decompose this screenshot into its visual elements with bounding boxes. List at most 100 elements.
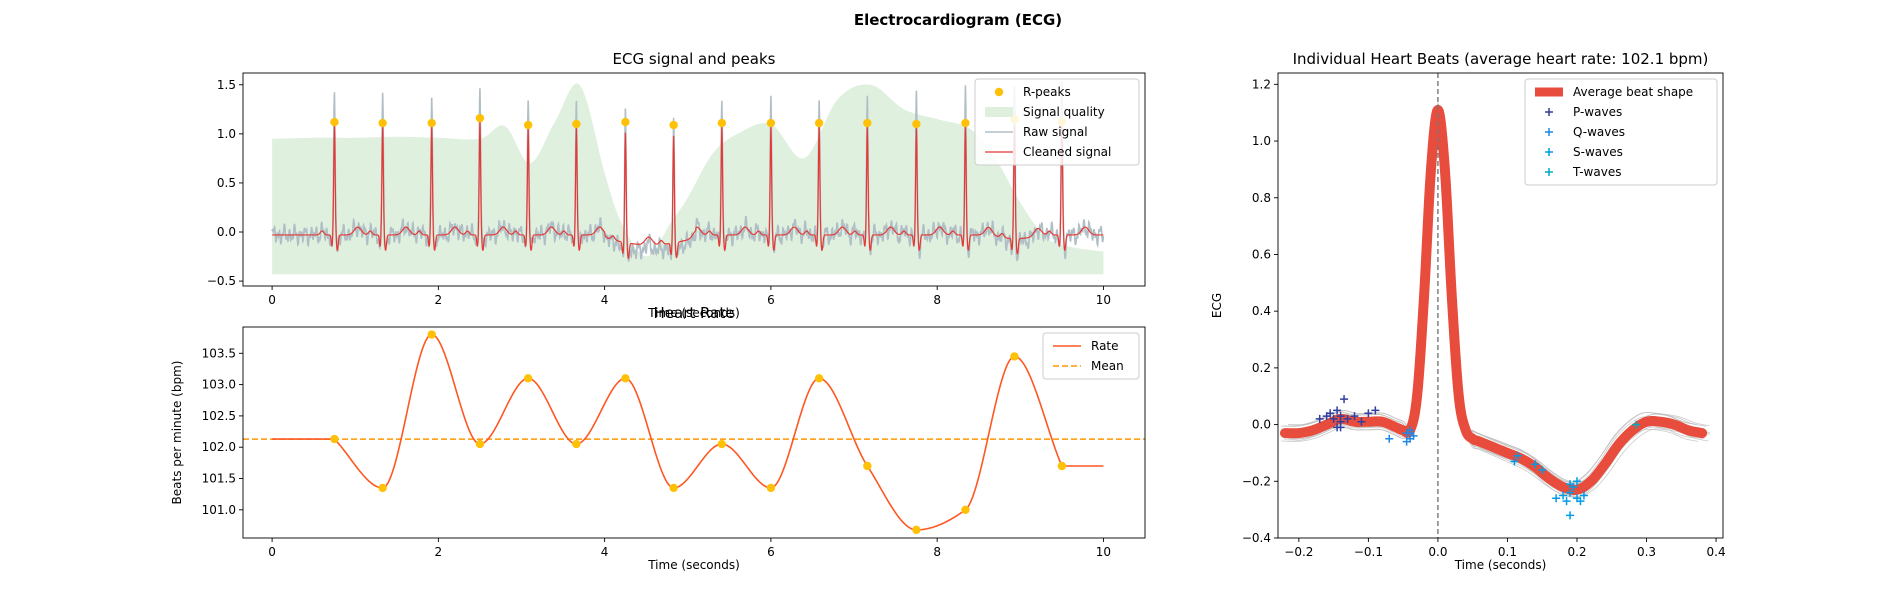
x-tick-label: −0.2 [1284, 545, 1313, 559]
cleaned-signal-line [272, 121, 1104, 259]
panel-heart-rate: 0 2 4 6 8 10 101.0 101.5 102.0 102.5 103.0 103.5 Hea… [170, 304, 1146, 572]
legend-box [1524, 78, 1718, 186]
x-axis-label: Time (seconds) [1454, 558, 1547, 572]
x-tick-label: 8 [933, 545, 941, 559]
y-tick-label: 0.5 [217, 176, 236, 190]
p-wave-marker [1326, 409, 1335, 418]
r-peak-point [669, 120, 678, 130]
p-wave-marker [1336, 412, 1345, 421]
q-wave-marker [1402, 437, 1411, 446]
y-tick-label: 0.4 [1252, 304, 1271, 318]
x-tick-label: 4 [601, 545, 609, 559]
legend-label: Mean [1091, 359, 1124, 373]
rate-point [814, 374, 824, 383]
r-peak-point [766, 118, 776, 128]
x-tick-label: 6 [767, 293, 775, 307]
legend-label: S-waves [1573, 145, 1623, 159]
y-tick-label: 1.0 [217, 127, 236, 141]
x-tick-label: 0.4 [1707, 545, 1726, 559]
r-peak-point [717, 118, 727, 128]
p-wave-marker [1371, 406, 1380, 415]
rate-point [717, 439, 727, 449]
r-peak-point [863, 118, 872, 128]
r-peak-point [378, 118, 387, 128]
legend-label: P-waves [1573, 105, 1622, 119]
panel-title: ECG signal and peaks [613, 50, 776, 68]
r-peak-point [572, 119, 581, 129]
s-wave-marker [1576, 497, 1585, 506]
x-tick-label: 0 [268, 293, 276, 307]
rate-point [378, 483, 387, 493]
legend-swatch-peaks [994, 87, 1004, 97]
q-wave-marker [1385, 434, 1394, 443]
rate-point [1057, 461, 1067, 471]
legend-label: Cleaned signal [1023, 145, 1111, 159]
s-wave-marker [1566, 480, 1575, 489]
rate-point [523, 374, 533, 383]
p-wave-marker [1329, 414, 1338, 423]
y-tick-label: −0.5 [207, 274, 236, 288]
s-wave-marker [1538, 465, 1547, 474]
x-tick-label: 0 [268, 545, 276, 559]
x-tick-label: 10 [1096, 545, 1111, 559]
rate-point [961, 505, 970, 515]
x-tick-label: 10 [1096, 293, 1111, 307]
x-tick-label: 2 [435, 293, 443, 307]
q-wave-marker [1406, 429, 1415, 438]
y-tick-label: 103.5 [202, 346, 236, 360]
y-tick-label: 102.5 [202, 409, 236, 423]
legend-swatch-q [1545, 128, 1553, 136]
x-tick-label: 0.0 [1428, 545, 1447, 559]
s-wave-marker [1572, 477, 1581, 486]
y-axis-label: ECG [1210, 293, 1224, 318]
x-tick-label: 2 [435, 545, 443, 559]
r-peak-point [961, 118, 970, 128]
r-peak-point [475, 113, 485, 123]
legend-box [974, 78, 1140, 166]
r-peak-point [912, 119, 921, 129]
rate-point [427, 330, 436, 339]
s-wave-marker [1562, 497, 1571, 506]
s-wave-marker [1566, 511, 1575, 520]
legend-label: Signal quality [1023, 105, 1105, 119]
y-tick-label: 0.0 [217, 225, 236, 239]
p-wave-marker [1333, 406, 1342, 415]
axes-frame [242, 72, 1146, 287]
y-axis-label: Beats per minute (bpm) [170, 361, 184, 505]
y-tick-label: 102.0 [202, 440, 236, 454]
rate-point [1010, 352, 1019, 361]
rate-point [621, 374, 630, 383]
p-wave-marker [1357, 417, 1366, 426]
x-axis-label: Time (seconds) [647, 306, 740, 320]
legend-label: T-waves [1572, 165, 1621, 179]
rate-point [669, 483, 678, 493]
y-tick-label: 0.2 [1252, 361, 1271, 375]
y-tick-label: −0.4 [1242, 531, 1271, 545]
s-wave-marker [1531, 460, 1540, 469]
s-wave-marker [1579, 491, 1588, 500]
r-peak-point [621, 117, 630, 127]
legend-box [1042, 332, 1140, 380]
y-tick-label: 0.6 [1252, 247, 1271, 261]
y-tick-label: 0.0 [1252, 418, 1271, 432]
x-tick-label: 6 [767, 545, 775, 559]
y-tick-label: −0.2 [1242, 474, 1271, 488]
rate-point [766, 483, 776, 493]
p-wave-marker [1333, 423, 1342, 432]
rate-line [272, 333, 1104, 531]
panel-title: Heart Rate [654, 304, 735, 322]
x-tick-label: −0.1 [1354, 545, 1383, 559]
s-wave-marker [1510, 457, 1519, 466]
legend-label: Average beat shape [1573, 85, 1693, 99]
s-wave-marker [1559, 491, 1568, 500]
r-peak-point [427, 118, 436, 128]
p-wave-marker [1343, 414, 1352, 423]
x-tick-label: 4 [601, 293, 609, 307]
legend-swatch-t [1545, 168, 1553, 176]
r-peak-point [330, 117, 339, 127]
y-tick-label: 1.0 [1252, 134, 1271, 148]
p-wave-marker [1340, 395, 1349, 404]
panel-ecg: 0 2 4 6 8 10 −0.5 0.0 0.5 1.0 1.5 ECG signal and pe… [207, 50, 1146, 320]
s-wave-marker [1566, 488, 1575, 497]
